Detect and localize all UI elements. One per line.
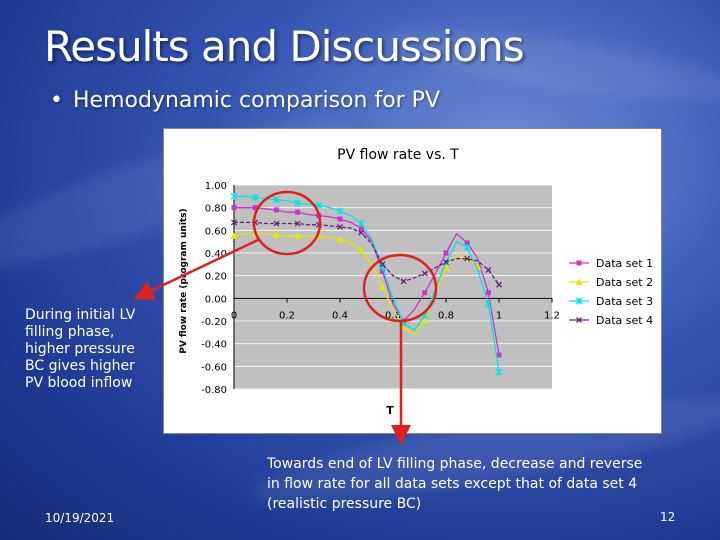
data-point — [485, 290, 491, 296]
y-tick-label: 0.60 — [205, 226, 227, 237]
legend: Data set 1 Data set 2 Data set 3 Data set 4 — [569, 257, 653, 327]
y-tick-label: 0.20 — [205, 272, 227, 283]
data-point — [463, 243, 471, 251]
legend-marker — [575, 297, 583, 305]
x-tick-label: 1.2 — [544, 310, 560, 321]
data-point — [443, 259, 449, 266]
annotation-bottom-text: Towards end of LV filling phase, decreas… — [267, 456, 643, 512]
x-tick-label: 0.4 — [332, 310, 348, 321]
data-point — [230, 232, 238, 239]
bullet-item: • Hemodynamic comparison for PV — [50, 88, 440, 113]
y-tick-label: -0.60 — [201, 362, 227, 373]
legend-marker — [576, 317, 582, 323]
y-tick-label: 0.40 — [205, 249, 227, 260]
legend-label: Data set 2 — [596, 276, 653, 289]
legend-entry: Data set 3 — [569, 295, 653, 308]
x-tick-label: 0.2 — [279, 310, 295, 321]
y-axis-label: PV flow rate (program units) — [179, 208, 189, 353]
bullet-marker: • — [50, 88, 63, 113]
y-tick-label: -0.80 — [201, 385, 227, 396]
legend-marker — [576, 260, 582, 266]
plot-background — [234, 185, 552, 389]
data-point — [495, 368, 503, 376]
slide-date: 10/19/2021 — [45, 511, 115, 525]
data-point — [252, 205, 258, 211]
slide-number: 12 — [660, 510, 676, 524]
slide-title: Results and Discussions — [44, 22, 525, 71]
data-point — [464, 255, 471, 262]
y-tick-label: 0.00 — [205, 294, 227, 305]
x-tick-label: 0.8 — [438, 310, 454, 321]
y-tick-label: -0.40 — [201, 340, 227, 351]
data-point — [484, 300, 492, 308]
data-point — [485, 267, 492, 273]
data-point — [230, 192, 238, 200]
plot-area: 1.00 0.80 0.60 0.40 0.20 0.00 -0.20 -0.40 -0.60 -… — [201, 181, 560, 396]
annotation-left-text: During initial LV filling phase, higher … — [25, 307, 136, 391]
y-tick-label: 1.00 — [205, 181, 227, 192]
data-point — [231, 219, 237, 226]
data-point — [442, 264, 450, 271]
y-tick-label: -0.20 — [201, 317, 227, 328]
data-point — [337, 216, 343, 222]
data-point — [337, 223, 343, 230]
data-point — [474, 263, 482, 270]
line-chart: PV flow rate vs. T 1.00 0.80 0.60 0.40 0.20 0… — [179, 147, 653, 417]
data-point — [358, 229, 365, 236]
legend-marker — [575, 278, 583, 285]
chart-title: PV flow rate vs. T — [337, 147, 459, 163]
data-point — [443, 250, 449, 256]
data-point — [496, 352, 502, 358]
data-point — [357, 220, 365, 228]
x-tick-label: 1 — [496, 310, 502, 321]
legend-entry: Data set 1 — [569, 257, 653, 270]
chart-container: PV flow rate vs. T 1.00 0.80 0.60 0.40 0.20 0… — [163, 128, 662, 434]
bullet-text: Hemodynamic comparison for PV — [72, 88, 441, 113]
data-point — [231, 205, 237, 211]
data-point — [422, 290, 428, 296]
x-axis-label: T — [386, 404, 394, 417]
data-point — [358, 225, 364, 231]
data-point — [496, 281, 502, 288]
data-point — [295, 209, 301, 215]
data-point — [316, 213, 322, 219]
data-point — [336, 207, 344, 215]
data-point — [336, 235, 344, 243]
data-point — [357, 247, 365, 254]
legend-label: Data set 3 — [596, 295, 653, 308]
legend-entry: Data set 4 — [569, 314, 653, 327]
data-point — [273, 207, 279, 213]
legend-label: Data set 1 — [596, 257, 653, 270]
legend-entry: Data set 2 — [569, 276, 653, 289]
legend-label: Data set 4 — [596, 314, 653, 327]
y-tick-label: 0.80 — [205, 204, 227, 215]
data-point — [464, 240, 470, 246]
